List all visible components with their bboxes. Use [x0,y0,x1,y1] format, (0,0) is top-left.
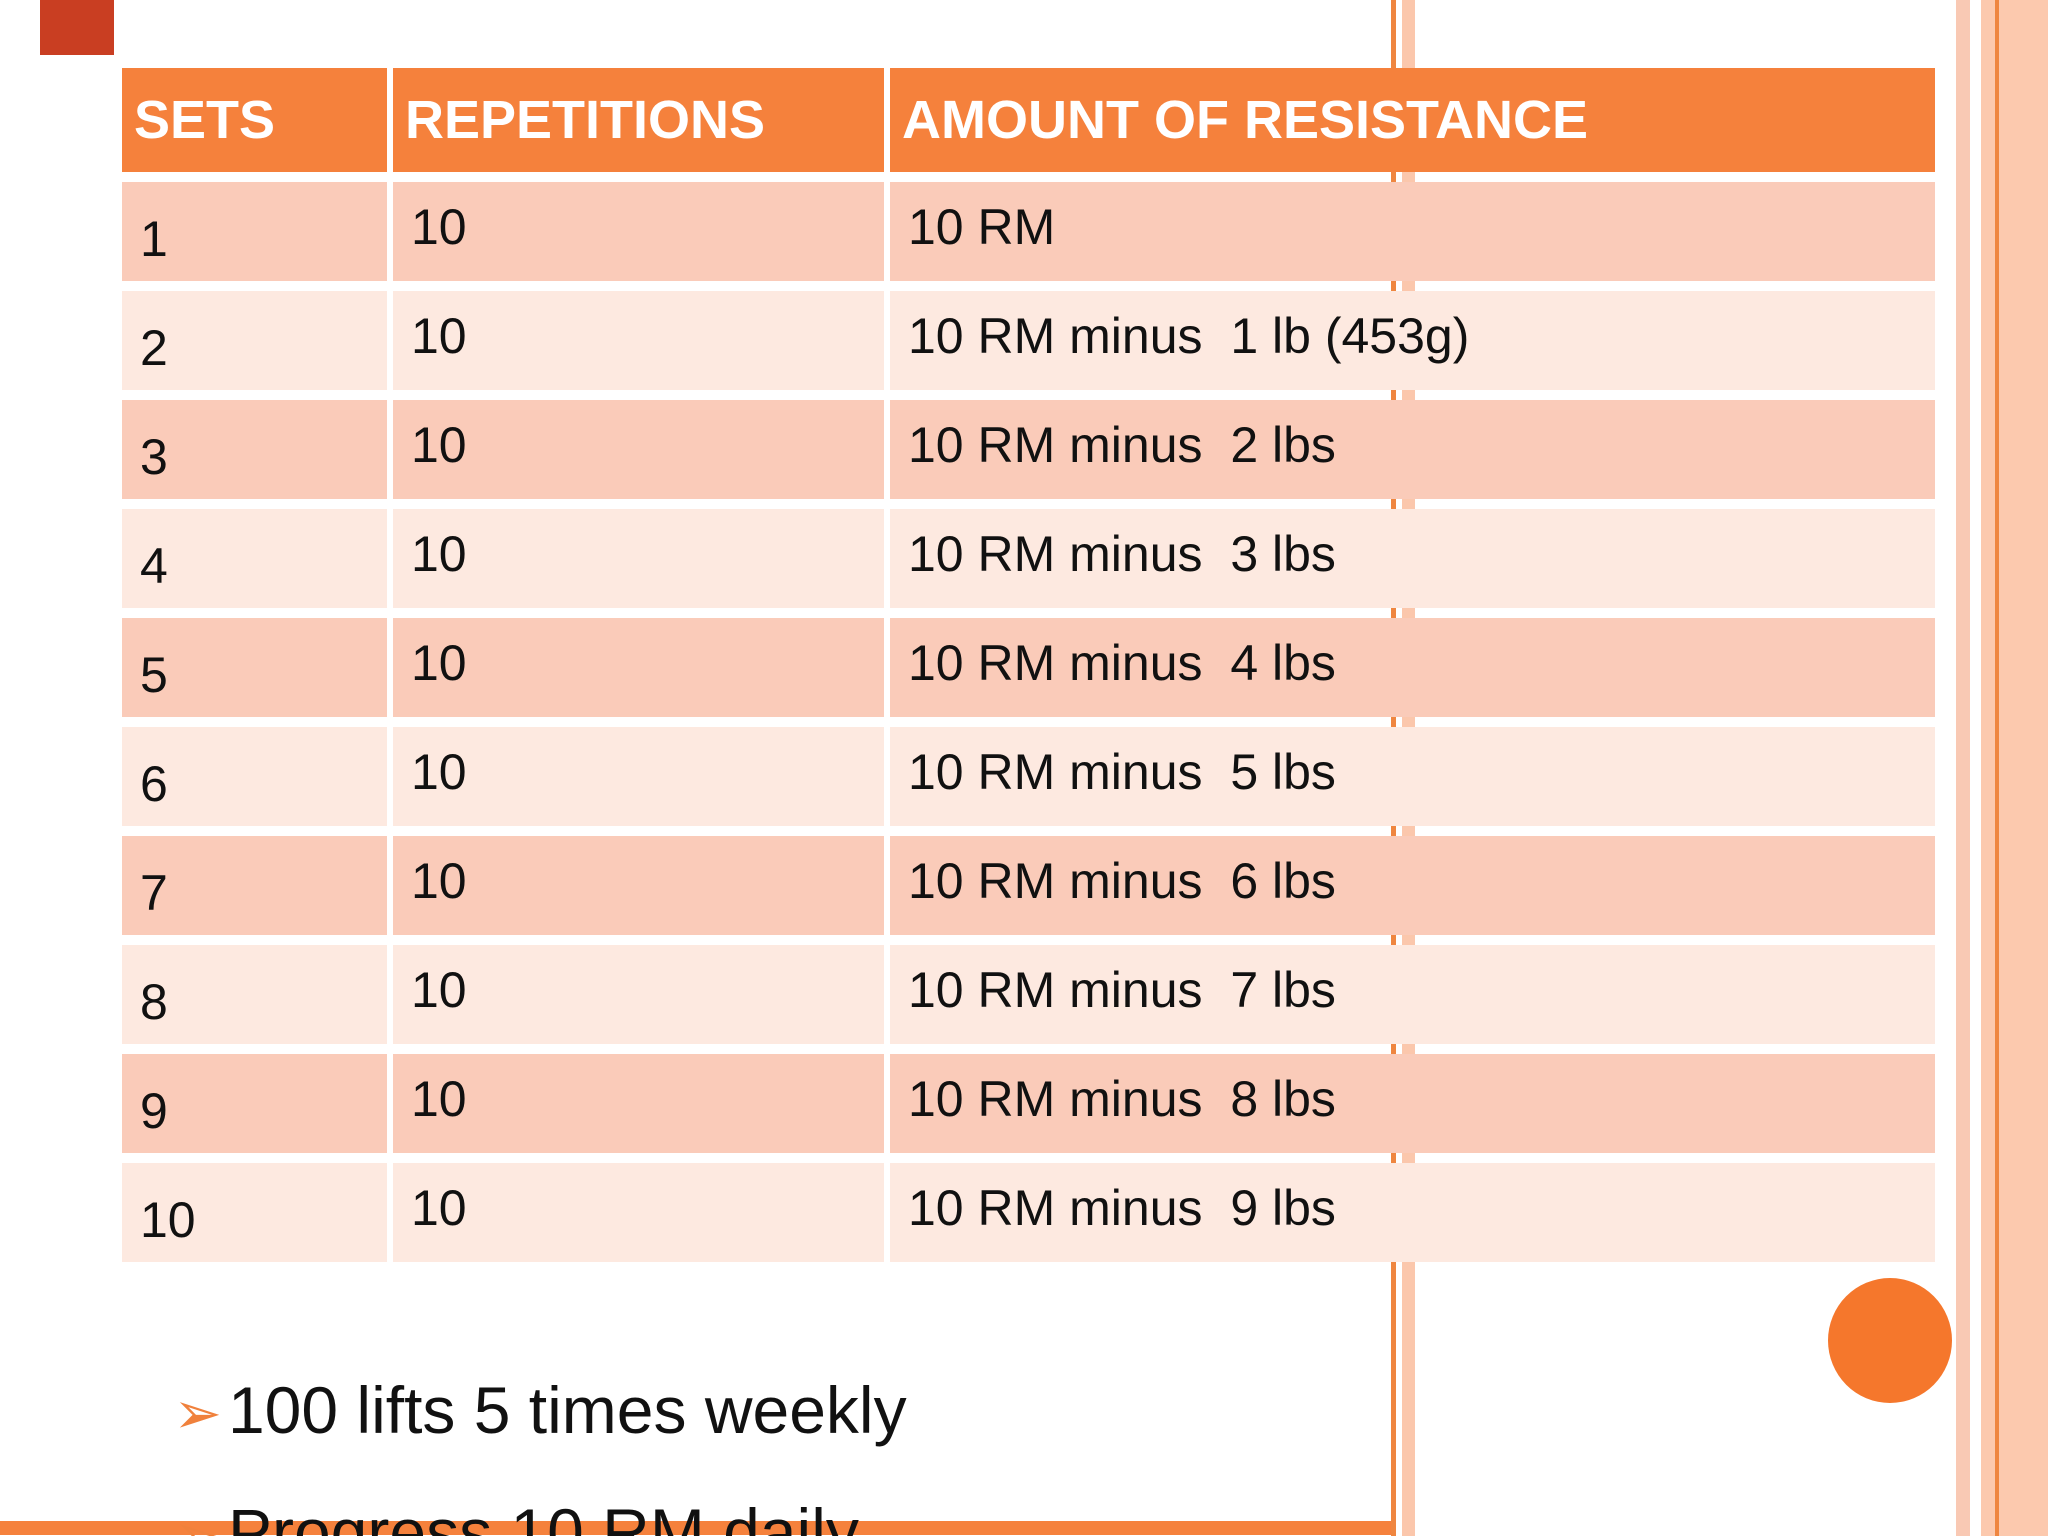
cell-sets: 3 [122,400,387,499]
cell-repetitions: 10 [393,1163,884,1262]
cell-resistance: 10 RM minus 3 lbs [890,509,1935,608]
cell-sets: 10 [122,1163,387,1262]
resistance-table: SETS REPETITIONS AMOUNT OF RESISTANCE 1 10 10… [122,68,1935,1262]
cell-resistance: 10 RM minus 4 lbs [890,618,1935,717]
bullet-item: ➢100 lifts 5 times weekly [100,1296,907,1524]
cell-sets: 5 [122,618,387,717]
cell-repetitions: 10 [393,400,884,499]
right-edge-band-line [1995,0,1999,1536]
cell-sets: 4 [122,509,387,608]
cell-sets: 6 [122,727,387,826]
header-cell-repetitions: REPETITIONS [393,68,884,172]
cell-resistance: 10 RM minus 8 lbs [890,1054,1935,1153]
cell-resistance: 10 RM minus 2 lbs [890,400,1935,499]
bullet-item: ➢Progress 10 RM daily [100,1418,859,1536]
cell-repetitions: 10 [393,291,884,390]
cell-sets: 1 [122,182,387,281]
cell-repetitions: 10 [393,182,884,281]
header-cell-resistance: AMOUNT OF RESISTANCE [890,68,1935,172]
cell-repetitions: 10 [393,836,884,935]
cell-sets: 8 [122,945,387,1044]
cell-sets: 9 [122,1054,387,1153]
corner-circle [1828,1278,1952,1403]
cell-repetitions: 10 [393,509,884,608]
cell-repetitions: 10 [393,945,884,1044]
cell-repetitions: 10 [393,618,884,717]
cell-sets: 7 [122,836,387,935]
cell-resistance: 10 RM minus 1 lb (453g) [890,291,1935,390]
cell-resistance: 10 RM [890,182,1935,281]
cell-resistance: 10 RM minus 9 lbs [890,1163,1935,1262]
cell-sets: 2 [122,291,387,390]
cell-repetitions: 10 [393,1054,884,1153]
cell-repetitions: 10 [393,727,884,826]
arrow-bullet-icon: ➢ [173,1503,222,1536]
arrow-bullet-icon: ➢ [173,1381,222,1446]
right-edge-band [1981,0,2048,1536]
cell-resistance: 10 RM minus 6 lbs [890,836,1935,935]
header-cell-sets: SETS [122,68,387,172]
right-edge-stripe [1956,0,1970,1536]
bullet-text: 100 lifts 5 times weekly [227,1373,907,1447]
cell-resistance: 10 RM minus 7 lbs [890,945,1935,1044]
cell-resistance: 10 RM minus 5 lbs [890,727,1935,826]
bottom-rule-orange [0,1521,1391,1535]
bullet-text: Progress 10 RM daily [227,1495,859,1536]
corner-accent-square [40,0,114,55]
